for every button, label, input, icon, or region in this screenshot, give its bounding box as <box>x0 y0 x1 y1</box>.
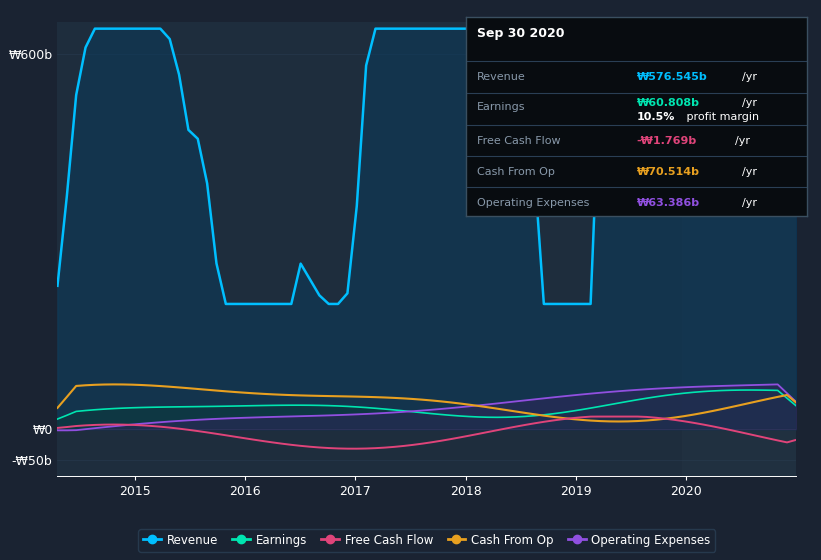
Text: /yr: /yr <box>742 72 757 82</box>
Text: /yr: /yr <box>742 167 757 177</box>
Text: Revenue: Revenue <box>476 72 525 82</box>
Text: Sep 30 2020: Sep 30 2020 <box>476 27 564 40</box>
Text: Earnings: Earnings <box>476 102 525 112</box>
Text: Cash From Op: Cash From Op <box>476 167 554 177</box>
Text: /yr: /yr <box>736 136 750 146</box>
Text: Operating Expenses: Operating Expenses <box>476 198 589 208</box>
Text: ₩60.808b: ₩60.808b <box>637 98 699 108</box>
Text: 10.5%: 10.5% <box>637 112 675 122</box>
Text: ₩70.514b: ₩70.514b <box>637 167 699 177</box>
Text: -₩1.769b: -₩1.769b <box>637 136 697 146</box>
Text: /yr: /yr <box>742 198 757 208</box>
Bar <box>681 22 796 476</box>
Legend: Revenue, Earnings, Free Cash Flow, Cash From Op, Operating Expenses: Revenue, Earnings, Free Cash Flow, Cash … <box>139 529 715 552</box>
Text: ₩576.545b: ₩576.545b <box>637 72 708 82</box>
Text: profit margin: profit margin <box>683 112 759 122</box>
Text: /yr: /yr <box>742 98 757 108</box>
Text: Free Cash Flow: Free Cash Flow <box>476 136 560 146</box>
Text: ₩63.386b: ₩63.386b <box>637 198 699 208</box>
